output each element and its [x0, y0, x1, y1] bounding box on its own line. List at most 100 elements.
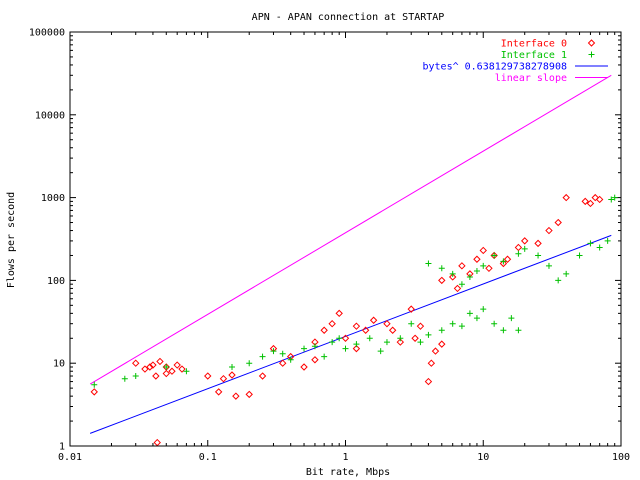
data-point-interface-0: [132, 359, 140, 367]
series-line-linear-slope: [89, 74, 612, 385]
data-point-interface-0: [581, 197, 589, 206]
series-lines: [89, 74, 612, 434]
data-point-interface-1: [336, 335, 343, 342]
data-point-interface-1: [521, 245, 528, 252]
data-point-interface-1: [473, 315, 480, 322]
series-points: [90, 193, 618, 447]
data-point-interface-1: [229, 363, 236, 370]
data-point-interface-0: [448, 273, 457, 281]
data-point-interface-0: [156, 357, 164, 366]
data-point-interface-0: [369, 316, 378, 324]
data-point-interface-1: [449, 320, 456, 327]
data-point-interface-1: [535, 252, 542, 259]
legend-label-interface-0: Interface 0: [501, 39, 567, 50]
data-point-interface-0: [388, 326, 397, 334]
data-point-interface-1: [366, 335, 373, 342]
data-point-interface-1: [500, 258, 507, 265]
data-point-interface-0: [152, 372, 160, 380]
data-point-interface-0: [521, 237, 529, 245]
data-point-interface-0: [178, 365, 186, 373]
data-point-interface-1: [183, 368, 190, 375]
data-point-interface-0: [173, 361, 181, 369]
data-point-interface-1: [480, 262, 487, 269]
data-point-interface-0: [485, 264, 493, 273]
series-line-bytes-0-638129738278908: [89, 234, 612, 434]
data-point-interface-0: [278, 359, 287, 367]
data-point-interface-1: [311, 343, 318, 350]
data-point-interface-0: [90, 388, 98, 396]
y-tick-label: 100: [47, 276, 65, 287]
data-point-interface-0: [499, 259, 508, 268]
data-point-interface-0: [586, 199, 595, 208]
data-point-interface-0: [514, 243, 523, 252]
data-point-interface-1: [121, 375, 128, 382]
y-axis-label: Flows per second: [6, 192, 17, 288]
legend-label-bytes-0-638129738278908: bytes^ 0.638129738278908: [423, 62, 568, 73]
data-point-interface-1: [458, 323, 465, 330]
data-point-interface-1: [321, 353, 328, 360]
legend-label-interface-1: Interface 1: [501, 50, 567, 61]
data-point-interface-1: [246, 360, 253, 367]
data-point-interface-0: [245, 390, 253, 399]
legend-label-linear-slope: linear slope: [495, 73, 567, 84]
x-tick-label: 1: [342, 452, 348, 463]
legend-sample-interface-0: [587, 39, 596, 47]
data-point-interface-0: [219, 374, 228, 383]
data-point-interface-0: [232, 392, 240, 400]
data-point-interface-1: [417, 339, 424, 346]
data-point-interface-0: [554, 218, 562, 227]
data-point-interface-1: [279, 350, 286, 357]
data-point-interface-1: [438, 265, 445, 272]
data-point-interface-0: [503, 255, 512, 263]
data-point-interface-0: [562, 193, 570, 202]
x-tick-label: 0.01: [58, 452, 82, 463]
data-point-interface-1: [458, 281, 465, 288]
data-point-interface-0: [396, 338, 405, 346]
data-point-interface-0: [424, 377, 433, 386]
y-tick-label: 1: [59, 442, 65, 453]
data-point-interface-1: [438, 327, 445, 334]
data-point-interface-0: [341, 334, 350, 342]
data-point-interface-1: [576, 252, 583, 259]
data-point-interface-1: [425, 331, 432, 338]
data-point-interface-1: [473, 267, 480, 274]
data-point-interface-1: [449, 270, 456, 277]
data-point-interface-1: [491, 320, 498, 327]
data-point-interface-0: [146, 363, 154, 371]
y-tick-label: 10000: [35, 110, 65, 121]
legend-sample-interface-1: [588, 51, 595, 58]
data-point-interface-0: [204, 372, 212, 380]
data-point-interface-1: [596, 244, 603, 251]
x-axis-label: Bit rate, Mbps: [306, 467, 390, 478]
data-point-interface-0: [141, 365, 149, 373]
data-point-interface-1: [259, 353, 266, 360]
data-point-interface-1: [508, 315, 515, 322]
data-point-interface-0: [438, 340, 446, 348]
data-point-interface-1: [466, 310, 473, 317]
data-point-interface-0: [335, 309, 343, 318]
data-point-interface-0: [591, 193, 599, 202]
data-point-interface-0: [352, 344, 361, 353]
data-point-interface-0: [458, 262, 466, 270]
data-point-interface-0: [149, 361, 157, 369]
data-point-interface-1: [555, 277, 562, 284]
x-tick-label: 0.1: [199, 452, 217, 463]
data-point-interface-1: [132, 373, 139, 380]
data-point-interface-1: [329, 339, 336, 346]
data-point-interface-0: [328, 319, 336, 328]
data-point-interface-0: [595, 195, 604, 204]
data-point-interface-0: [479, 246, 487, 255]
data-point-interface-1: [587, 240, 594, 247]
data-point-interface-0: [416, 322, 425, 330]
data-point-interface-1: [383, 339, 390, 346]
data-point-interface-1: [608, 196, 615, 203]
data-point-interface-1: [491, 252, 498, 259]
data-point-interface-1: [342, 345, 349, 352]
data-point-interface-0: [361, 326, 370, 334]
y-tick-label: 100000: [29, 28, 65, 39]
data-point-interface-1: [480, 306, 487, 313]
data-point-interface-1: [397, 335, 404, 342]
axis-ticks: 0.01 0.1 1 10 100 1 10 100 1000 10000 100000: [29, 28, 630, 464]
